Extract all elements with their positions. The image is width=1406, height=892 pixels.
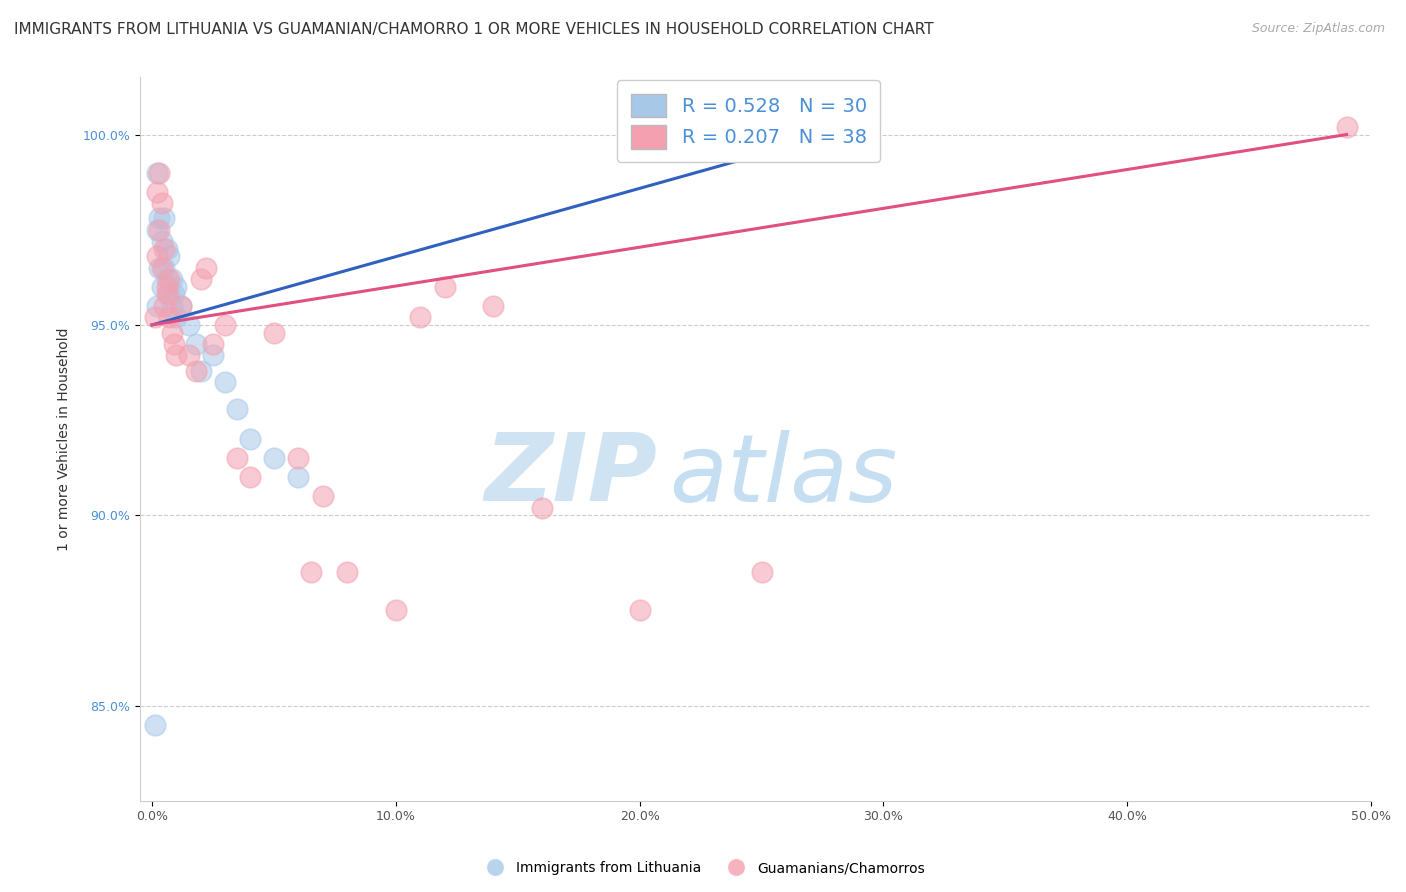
Text: ZIP: ZIP [484,429,657,521]
Point [184,337,207,351]
Point [531,500,554,515]
Point [153,242,176,256]
Point [148,260,170,275]
Point [202,337,225,351]
Point [156,272,179,286]
Legend: Immigrants from Lithuania, Guamanians/Chamorros: Immigrants from Lithuania, Guamanians/Ch… [475,855,931,880]
Point [239,470,262,484]
Point [166,348,188,362]
Point [628,603,651,617]
Point [385,603,408,617]
Point [848,120,870,134]
Point [146,185,169,199]
Point [166,310,188,325]
Point [194,260,217,275]
Point [214,318,236,332]
Point [160,299,183,313]
Point [226,451,249,466]
Point [150,260,173,275]
Point [170,299,193,313]
Point [150,280,173,294]
Point [287,451,309,466]
Point [156,280,179,294]
Point [287,470,309,484]
Point [239,432,262,446]
Point [1336,120,1358,134]
Point [153,260,176,275]
Point [336,566,359,580]
Point [482,299,505,313]
Point [150,234,173,248]
Point [226,401,249,416]
Point [214,375,236,389]
Point [202,348,225,362]
Point [163,337,186,351]
Point [177,318,200,332]
Point [157,287,180,301]
Point [146,249,169,263]
Point [160,326,183,340]
Point [751,566,773,580]
Point [153,211,176,226]
Point [157,310,180,325]
Point [148,211,170,226]
Point [160,272,183,286]
Point [312,489,335,503]
Legend: R = 0.528   N = 30, R = 0.207   N = 38: R = 0.528 N = 30, R = 0.207 N = 38 [617,80,880,162]
Point [157,249,180,263]
Point [184,363,207,377]
Point [190,272,212,286]
Point [146,299,169,313]
Point [433,280,456,294]
Text: IMMIGRANTS FROM LITHUANIA VS GUAMANIAN/CHAMORRO 1 OR MORE VEHICLES IN HOUSEHOLD : IMMIGRANTS FROM LITHUANIA VS GUAMANIAN/C… [14,22,934,37]
Point [156,242,179,256]
Point [263,451,285,466]
Y-axis label: 1 or more Vehicles in Household: 1 or more Vehicles in Household [58,327,72,551]
Text: atlas: atlas [669,430,897,521]
Point [177,348,200,362]
Point [143,310,166,325]
Point [146,166,169,180]
Point [156,287,179,301]
Point [409,310,432,325]
Point [190,363,212,377]
Point [148,223,170,237]
Point [299,566,322,580]
Text: Source: ZipAtlas.com: Source: ZipAtlas.com [1251,22,1385,36]
Point [153,299,176,313]
Point [150,196,173,211]
Point [146,223,169,237]
Point [148,166,170,180]
Point [163,287,186,301]
Point [170,299,193,313]
Point [166,280,188,294]
Point [143,717,166,731]
Point [157,272,180,286]
Point [263,326,285,340]
